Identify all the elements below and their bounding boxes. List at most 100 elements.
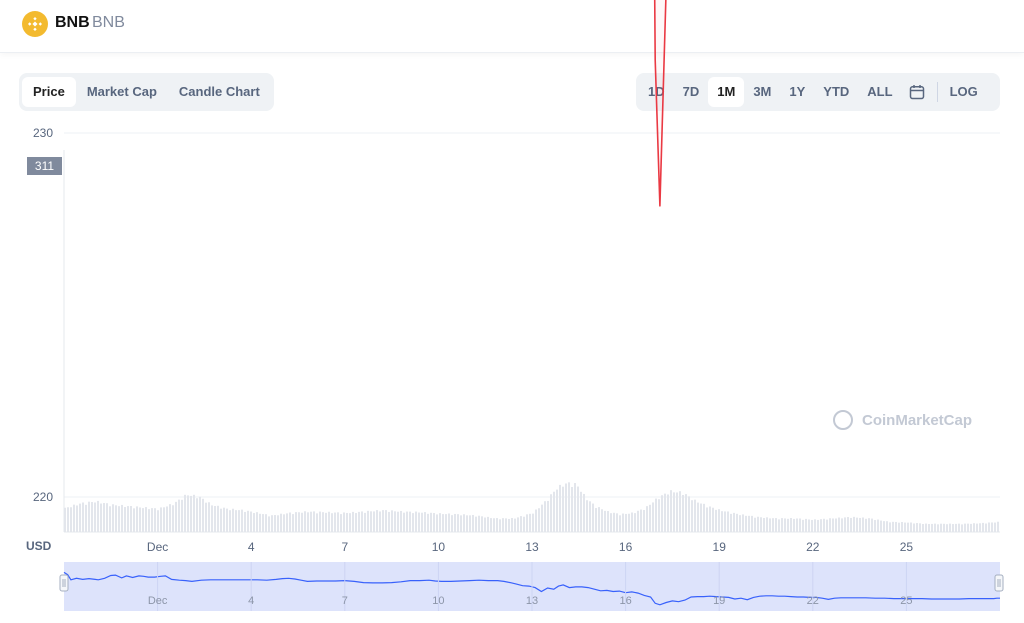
volume-bar xyxy=(166,506,168,532)
y-axis: 220230240250260270280290300 xyxy=(33,126,53,504)
volume-bar xyxy=(748,515,750,532)
volume-bar xyxy=(688,496,690,532)
volume-bar xyxy=(151,508,153,532)
chart-type-tabs: Price Market Cap Candle Chart xyxy=(19,73,274,111)
volume-bar xyxy=(187,495,189,532)
volume-bar xyxy=(547,500,549,532)
volume-bar xyxy=(535,509,537,532)
coin-symbol: BNB xyxy=(92,14,125,31)
volume-bar xyxy=(787,518,789,532)
volume-bar xyxy=(268,516,270,532)
range-ytd-button[interactable]: YTD xyxy=(823,84,850,99)
volume-bar xyxy=(916,523,918,532)
volume-bar xyxy=(157,510,159,532)
volume-bar xyxy=(601,509,603,532)
volume-bar xyxy=(217,505,219,532)
volume-bar xyxy=(955,523,957,532)
x-axis: Dec 4 7 10 13 16 19 22 25 xyxy=(147,540,913,554)
volume-bar xyxy=(211,505,213,532)
volume-bar xyxy=(352,511,354,532)
volume-bar xyxy=(544,501,546,532)
volume-bar xyxy=(613,512,615,532)
price-line xyxy=(653,0,667,207)
range-navigator[interactable]: Dec 4 7 10 13 16 19 22 25 xyxy=(59,562,1004,611)
volume-bar xyxy=(169,504,171,532)
range-3m-button[interactable]: 3M xyxy=(753,84,772,99)
volume-bar xyxy=(751,515,753,532)
volume-bar xyxy=(367,510,369,532)
volume-bar xyxy=(718,509,720,532)
volume-bar xyxy=(454,513,456,532)
volume-bar xyxy=(817,519,819,532)
volume-bar xyxy=(109,506,111,532)
volume-bar xyxy=(499,519,501,532)
range-divider xyxy=(936,82,938,102)
tab-market-cap[interactable]: Market Cap xyxy=(86,84,157,99)
volume-bar xyxy=(634,513,636,532)
volume-bar xyxy=(838,517,840,532)
volume-bar xyxy=(847,517,849,532)
volume-bar xyxy=(679,491,681,532)
volume-bar xyxy=(763,518,765,532)
volume-bar xyxy=(901,522,903,532)
volume-bar xyxy=(814,519,816,532)
watermark: CoinMarketCap xyxy=(833,410,972,430)
volume-bar xyxy=(559,484,561,532)
volume-bar xyxy=(676,492,678,532)
volume-bar xyxy=(721,511,723,532)
volume-bar xyxy=(433,513,435,532)
volume-bar xyxy=(493,518,495,532)
volume-bar xyxy=(292,514,294,532)
volume-bar xyxy=(250,511,252,532)
volume-bar xyxy=(949,523,951,532)
volume-bar xyxy=(178,499,180,532)
volume-bar xyxy=(127,506,129,532)
volume-bar xyxy=(79,503,81,532)
volume-bar xyxy=(466,515,468,532)
tab-candle-chart[interactable]: Candle Chart xyxy=(178,84,260,99)
navigator-tick-label: 25 xyxy=(900,595,912,607)
volume-bar xyxy=(664,493,666,532)
volume-bar xyxy=(379,511,381,532)
navigator-tick-label: 13 xyxy=(526,595,538,607)
volume-bar xyxy=(139,507,141,532)
volume-bar xyxy=(76,505,78,532)
x-tick-label: Dec xyxy=(147,540,168,554)
volume-bar xyxy=(754,517,756,532)
volume-bar xyxy=(229,510,231,532)
range-all-button[interactable]: ALL xyxy=(867,84,893,99)
volume-bar xyxy=(778,519,780,532)
log-scale-toggle[interactable]: LOG xyxy=(949,84,978,99)
volume-bar xyxy=(226,508,228,532)
volume-bar xyxy=(982,522,984,532)
volume-bar xyxy=(937,524,939,532)
volume-bar xyxy=(985,523,987,532)
volume-bar xyxy=(859,517,861,532)
navigator-left-handle[interactable] xyxy=(59,574,69,592)
volume-bar xyxy=(172,505,174,532)
volume-bar xyxy=(256,512,258,532)
range-1m-button[interactable]: 1M xyxy=(708,77,745,107)
volume-bar xyxy=(682,494,684,532)
volume-bar xyxy=(820,519,822,532)
range-1y-button[interactable]: 1Y xyxy=(789,84,806,99)
volume-bar xyxy=(199,496,201,532)
volume-bar xyxy=(667,494,669,532)
range-7d-button[interactable]: 7D xyxy=(682,84,700,99)
volume-bar xyxy=(727,511,729,532)
volume-bar xyxy=(337,512,339,532)
volume-bar xyxy=(697,502,699,532)
volume-bar xyxy=(118,506,120,532)
volume-bar xyxy=(961,524,963,532)
navigator-tick-label: 7 xyxy=(342,595,348,607)
navigator-right-handle[interactable] xyxy=(994,574,1004,592)
volume-bar xyxy=(439,513,441,532)
volume-bar xyxy=(85,504,87,532)
watermark-text: CoinMarketCap xyxy=(862,412,972,429)
volume-bar xyxy=(319,511,321,532)
volume-bar xyxy=(577,486,579,532)
volume-bar xyxy=(619,515,621,532)
tab-price[interactable]: Price xyxy=(22,77,76,107)
calendar-icon[interactable] xyxy=(902,77,932,107)
